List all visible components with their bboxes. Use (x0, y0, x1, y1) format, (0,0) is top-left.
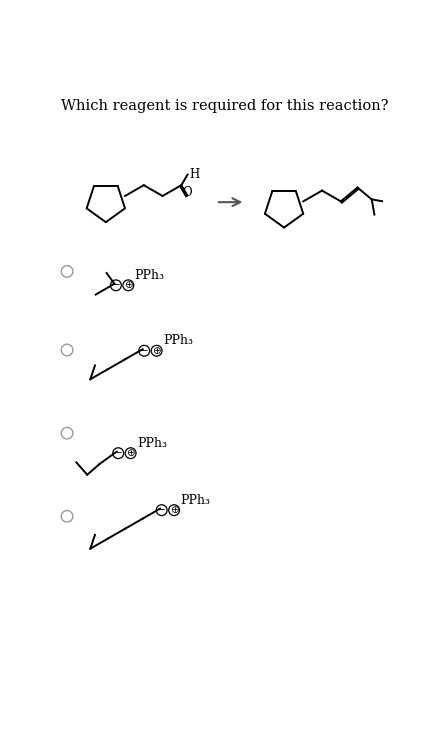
Text: ⊕: ⊕ (124, 280, 133, 290)
Text: ⊕: ⊕ (126, 448, 135, 458)
Text: ⊕: ⊕ (170, 505, 178, 515)
Text: PPh₃: PPh₃ (137, 437, 167, 450)
Text: H: H (189, 168, 199, 181)
Text: O: O (182, 185, 192, 198)
Text: PPh₃: PPh₃ (180, 494, 210, 506)
Text: PPh₃: PPh₃ (163, 334, 193, 347)
Text: Which reagent is required for this reaction?: Which reagent is required for this react… (61, 99, 388, 113)
Text: −: − (140, 345, 149, 356)
Text: −: − (157, 505, 166, 515)
Text: −: − (111, 280, 120, 290)
Text: −: − (114, 448, 122, 458)
Text: ⊕: ⊕ (152, 345, 161, 356)
Text: PPh₃: PPh₃ (134, 269, 164, 282)
